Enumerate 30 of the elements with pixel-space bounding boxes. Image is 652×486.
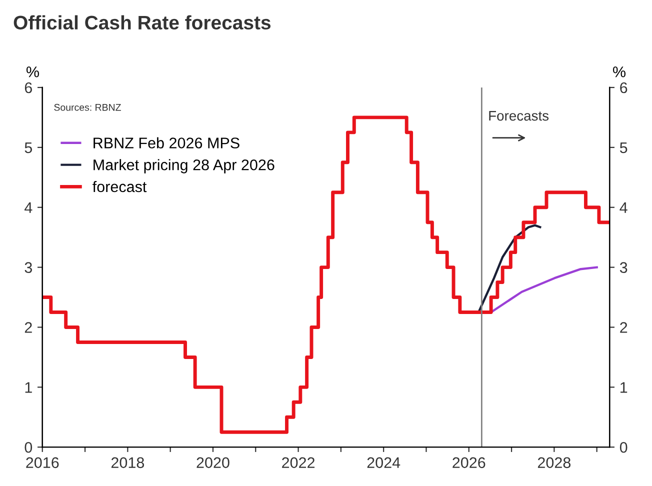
y2-tick-label: 6: [620, 82, 628, 94]
y-tick-label: 5: [24, 142, 32, 154]
x-tick-label: 2018: [111, 457, 144, 468]
y-tick-label: 6: [24, 82, 32, 94]
y2-tick-label: 0: [620, 442, 628, 453]
y-tick-label: 3: [24, 262, 32, 273]
y2-tick-label: 2: [620, 322, 628, 333]
legend-label: Market pricing 28 Apr 2026: [94, 159, 274, 174]
y-axis-title: %: [26, 66, 39, 78]
line-series: [478, 224, 542, 312]
y-tick-label: 4: [24, 202, 32, 213]
annotation: Forecasts: [489, 111, 549, 121]
x-tick-label: 2020: [196, 457, 230, 468]
y2-tick-label: 1: [620, 382, 628, 393]
y-tick-label: 0: [24, 442, 32, 453]
x-tick-label: 2024: [367, 457, 400, 468]
y2-tick-label: 4: [620, 202, 628, 213]
y2-axis-title: %: [613, 66, 626, 78]
legend-label: RBNZ Feb 2026 MPS: [94, 137, 240, 148]
x-tick-label: 2022: [282, 457, 315, 468]
x-tick-label: 2028: [538, 457, 571, 468]
y2-tick-label: 3: [620, 262, 628, 273]
y-tick-label: 1: [25, 382, 32, 393]
legend-label: forecast: [92, 180, 147, 192]
y2-tick-label: 5: [620, 142, 628, 154]
y-tick-label: 2: [24, 322, 32, 333]
chart-title: Official Cash Rate forecasts: [14, 15, 271, 30]
annotation: Sources: RBNZ: [54, 104, 121, 111]
x-tick-label: 2016: [26, 457, 59, 468]
x-tick-label: 2026: [452, 457, 486, 468]
